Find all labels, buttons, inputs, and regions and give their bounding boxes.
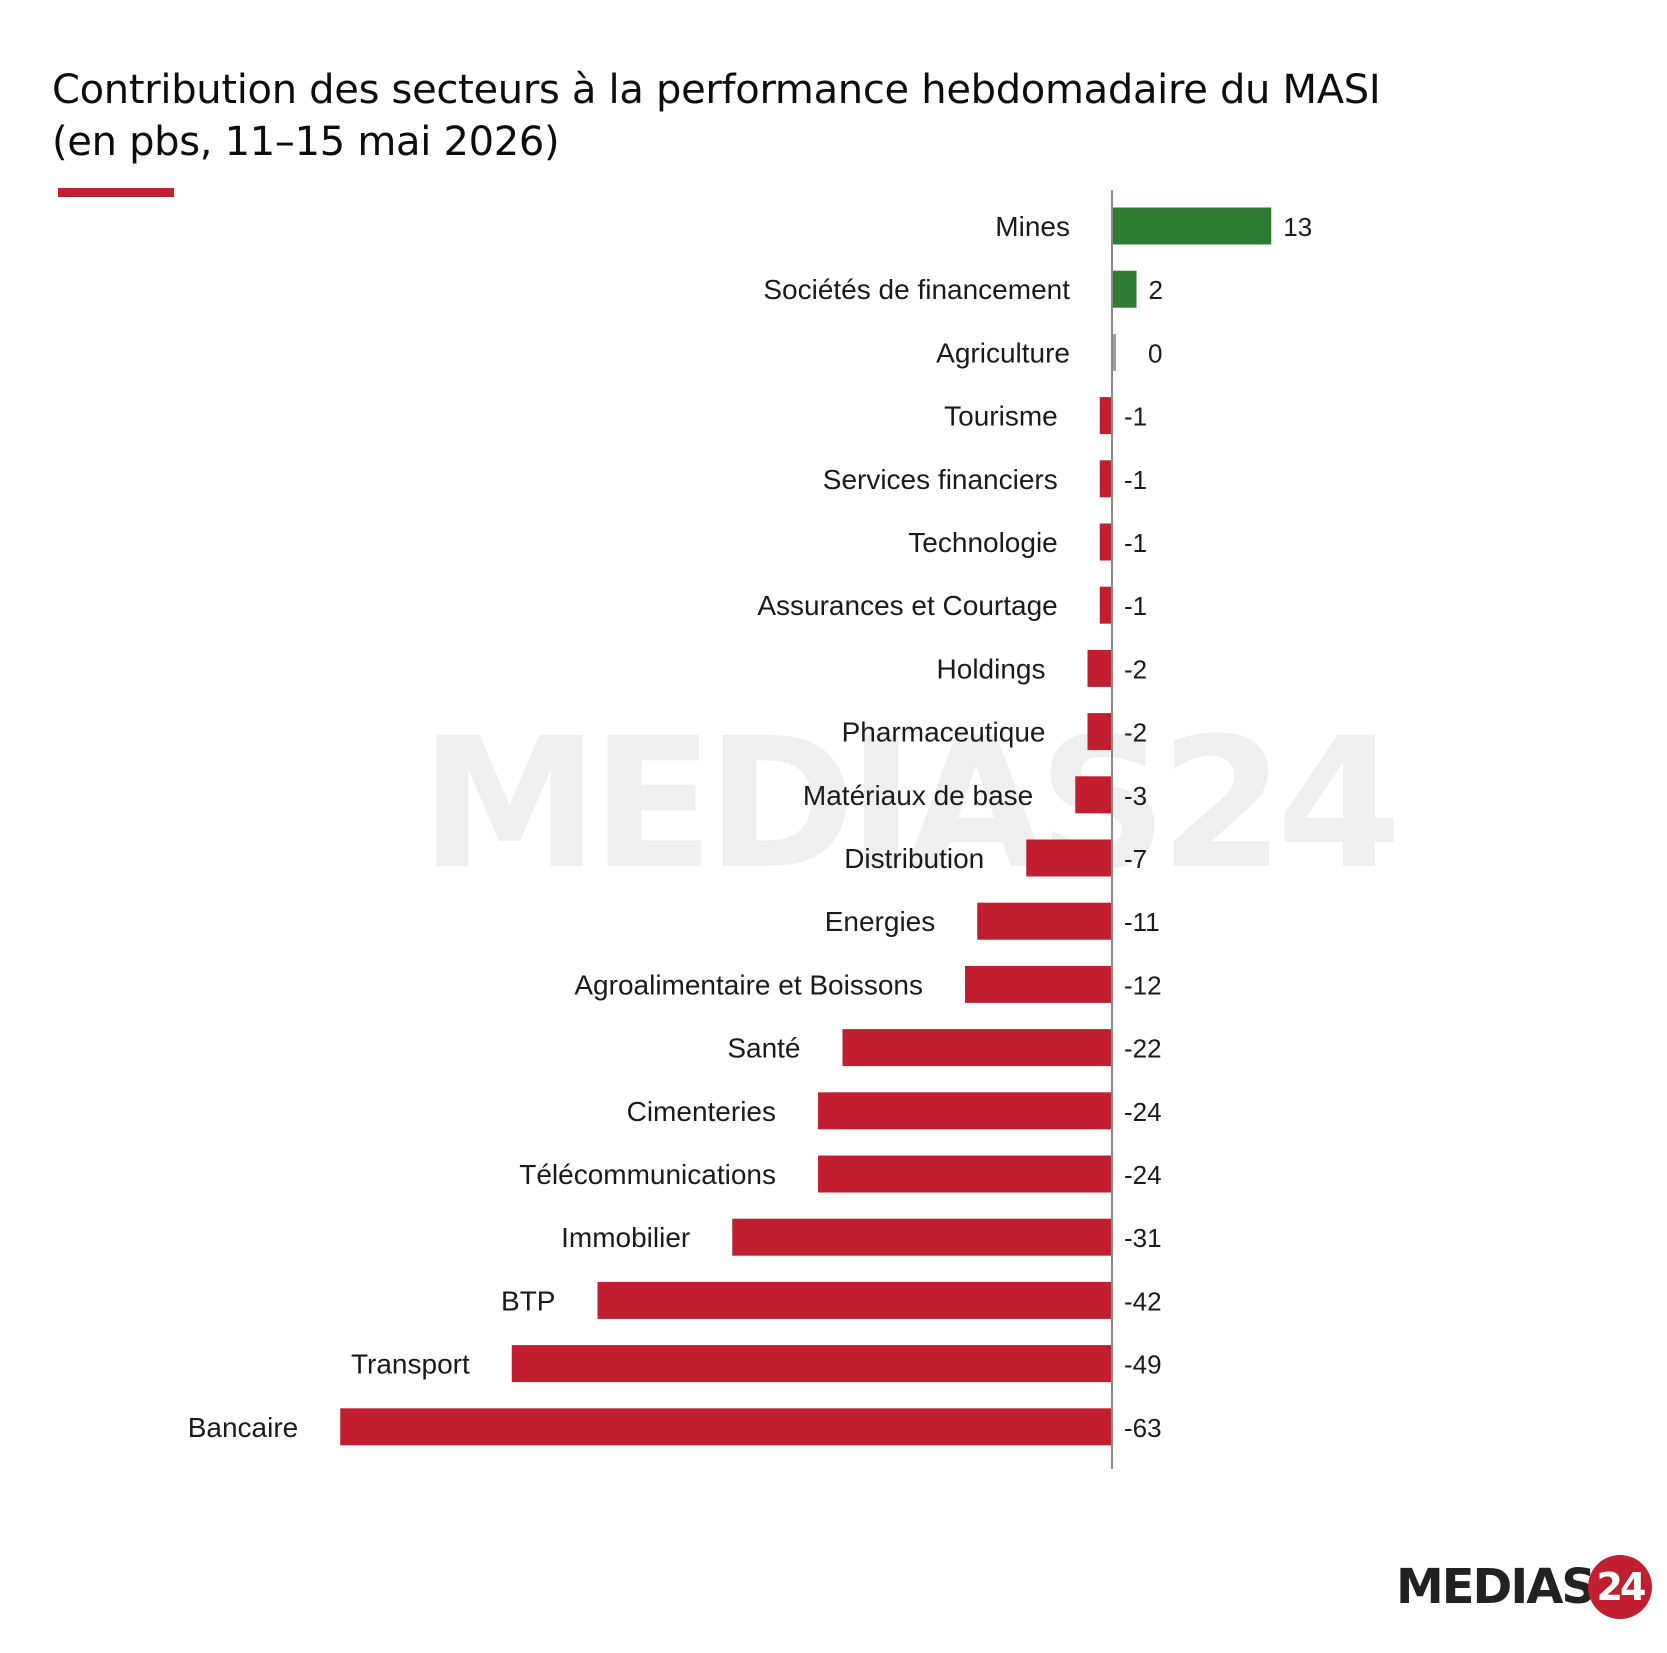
bar-group	[340, 207, 1272, 1446]
category-label-0: Mines	[995, 211, 1070, 242]
category-label-4: Services financiers	[823, 464, 1058, 495]
bar-9	[1075, 776, 1112, 814]
chart-title: Contribution des secteurs à la performan…	[52, 64, 1632, 168]
value-label-12: -12	[1124, 970, 1162, 1000]
chart-title-line-1: Contribution des secteurs à la performan…	[52, 67, 1381, 113]
value-label-15: -24	[1124, 1160, 1162, 1190]
title-accent-rule	[58, 188, 174, 197]
value-label-9: -3	[1124, 781, 1147, 811]
category-label-10: Distribution	[844, 843, 984, 874]
category-label-9: Matériaux de base	[803, 780, 1033, 811]
category-label-16: Immobilier	[561, 1222, 690, 1253]
category-label-17: BTP	[501, 1285, 555, 1316]
brand-logo-text: MEDIAS	[1396, 1559, 1596, 1615]
bar-2	[1112, 333, 1116, 371]
bar-0	[1112, 207, 1272, 245]
category-label-5: Technologie	[908, 527, 1057, 558]
category-label-15: Télécommunications	[519, 1159, 776, 1190]
category-label-14: Cimenteries	[627, 1096, 776, 1127]
category-label-6: Assurances et Courtage	[757, 590, 1057, 621]
brand-logo-badge: 24	[1587, 1555, 1652, 1619]
bar-15	[818, 1155, 1112, 1193]
bar-10	[1026, 839, 1112, 877]
value-label-10: -7	[1124, 844, 1147, 874]
value-label-16: -31	[1124, 1223, 1162, 1253]
value-label-17: -42	[1124, 1286, 1162, 1316]
category-label-8: Pharmaceutique	[842, 717, 1046, 748]
category-label-7: Holdings	[937, 653, 1046, 684]
bar-19	[340, 1408, 1112, 1446]
value-label-4: -1	[1124, 465, 1147, 495]
bar-16	[732, 1218, 1112, 1256]
category-label-19: Bancaire	[188, 1412, 299, 1443]
value-label-2: 0	[1148, 338, 1162, 368]
bar-6	[1099, 586, 1112, 624]
category-label-18: Transport	[351, 1349, 470, 1380]
category-label-11: Energies	[825, 906, 936, 937]
bar-18	[511, 1345, 1112, 1383]
bar-17	[597, 1281, 1112, 1319]
value-label-3: -1	[1124, 402, 1147, 432]
value-label-14: -24	[1124, 1097, 1162, 1127]
bar-7	[1087, 649, 1112, 687]
category-label-2: Agriculture	[936, 337, 1070, 368]
category-label-1: Sociétés de financement	[763, 274, 1070, 305]
value-label-13: -22	[1124, 1034, 1162, 1064]
category-label-13: Santé	[727, 1033, 800, 1064]
bar-11	[977, 902, 1112, 940]
value-label-8: -2	[1124, 718, 1147, 748]
bar-4	[1099, 460, 1112, 498]
bar-3	[1099, 397, 1112, 435]
bar-1	[1112, 270, 1137, 308]
value-label-0: 13	[1283, 212, 1312, 242]
value-labels: 13 2 0 -1 -1 -1 -1 -2 -2 -3 -7 -11 -12 -22 -24 -24 -31 -4…	[1124, 212, 1312, 1443]
value-label-18: -49	[1124, 1350, 1162, 1380]
chart-subtitle: (en pbs, 11–15 mai 2026)	[52, 119, 560, 165]
bar-8	[1087, 713, 1112, 751]
bar-12	[965, 965, 1112, 1003]
bar-5	[1099, 523, 1112, 561]
category-labels: Mines Sociétés de financement Agriculture T…	[188, 211, 1070, 1443]
value-label-7: -2	[1124, 654, 1147, 684]
category-label-12: Agroalimentaire et Boissons	[574, 969, 923, 1000]
category-label-3: Tourisme	[944, 401, 1058, 432]
value-label-1: 2	[1149, 275, 1163, 305]
bar-13	[842, 1029, 1112, 1067]
value-label-5: -1	[1124, 528, 1147, 558]
value-label-6: -1	[1124, 591, 1147, 621]
value-label-11: -11	[1124, 907, 1160, 937]
value-label-19: -63	[1124, 1413, 1162, 1443]
brand-logo: MEDIAS 24	[1396, 1552, 1652, 1622]
bar-14	[818, 1092, 1112, 1130]
